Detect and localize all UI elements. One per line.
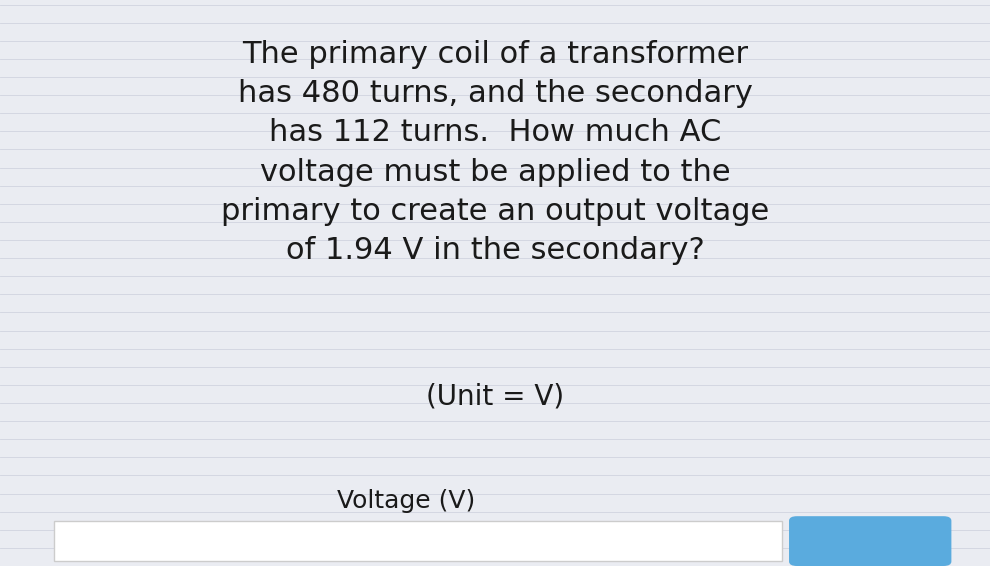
Text: Voltage (V): Voltage (V) [337, 489, 475, 513]
Text: (Unit = V): (Unit = V) [426, 382, 564, 410]
FancyBboxPatch shape [54, 521, 782, 561]
FancyBboxPatch shape [789, 516, 951, 566]
Text: The primary coil of a transformer
has 480 turns, and the secondary
has 112 turns: The primary coil of a transformer has 48… [221, 40, 769, 265]
